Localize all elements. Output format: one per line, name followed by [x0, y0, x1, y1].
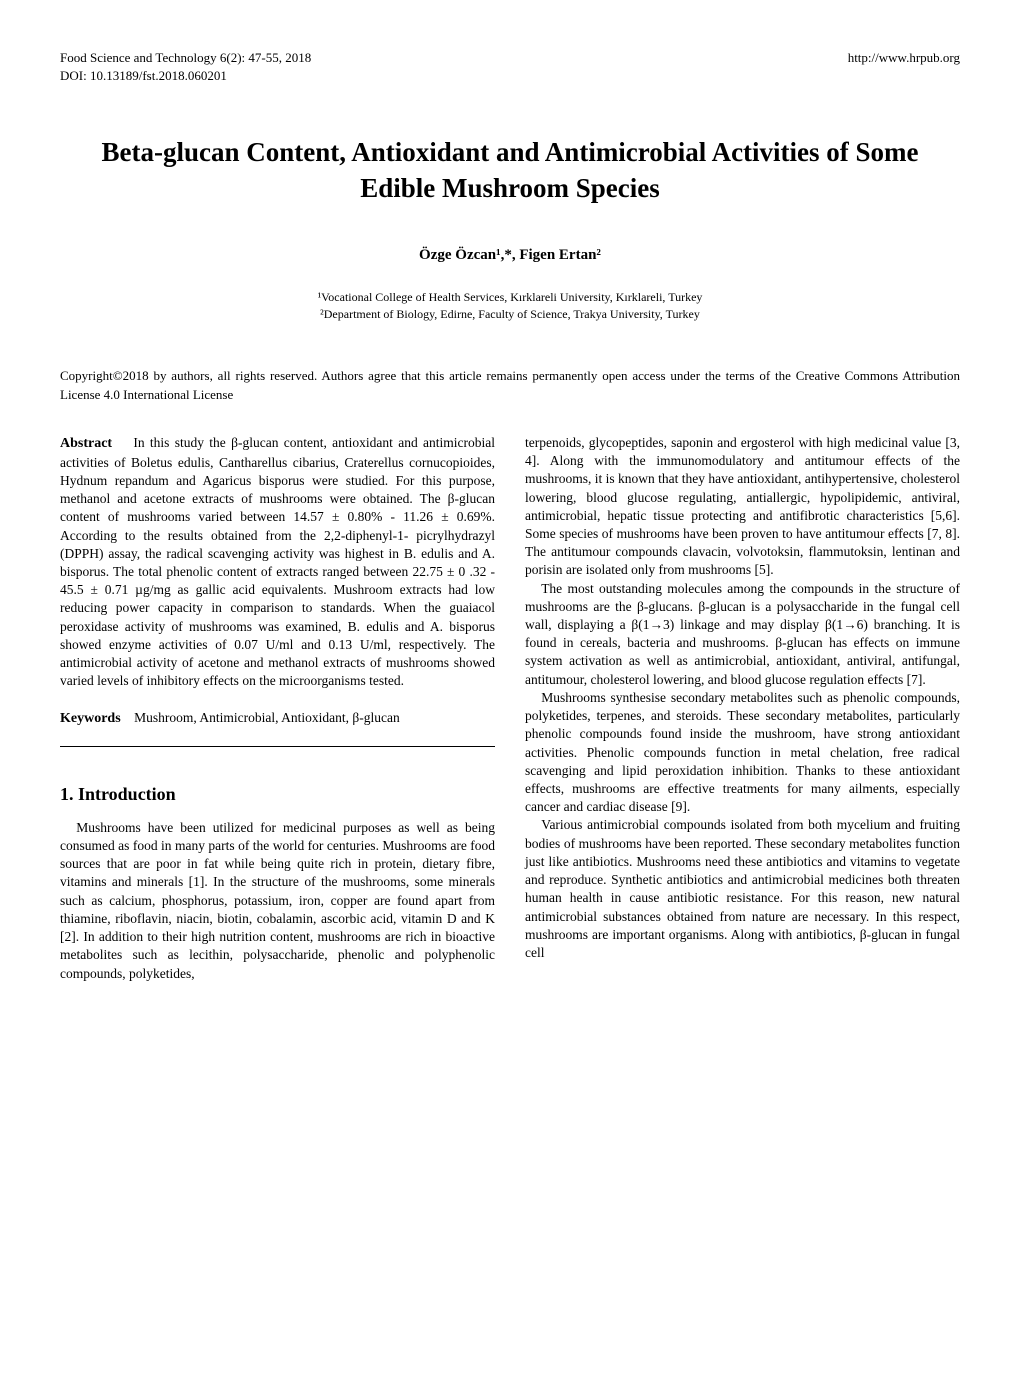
doi: DOI: 10.13189/fst.2018.060201: [60, 68, 960, 84]
left-column: Abstract In this study the β-glucan cont…: [60, 434, 495, 983]
journal-citation: Food Science and Technology 6(2): 47-55,…: [60, 50, 311, 66]
intro-paragraph-1: Mushrooms have been utilized for medicin…: [60, 819, 495, 983]
section-divider: [60, 746, 495, 747]
publisher-url: http://www.hrpub.org: [848, 50, 960, 66]
abstract-text: In this study the β-glucan content, anti…: [60, 435, 495, 689]
keywords-label: Keywords: [60, 711, 121, 726]
abstract-block: Abstract In this study the β-glucan cont…: [60, 434, 495, 691]
keywords-text: Mushroom, Antimicrobial, Antioxidant, β-…: [134, 710, 400, 725]
col2-paragraph-4: Various antimicrobial compounds isolated…: [525, 816, 960, 962]
abstract-label: Abstract: [60, 436, 112, 451]
right-column: terpenoids, glycopeptides, saponin and e…: [525, 434, 960, 983]
col2-paragraph-2: The most outstanding molecules among the…: [525, 580, 960, 689]
authors: Özge Özcan¹,*, Figen Ertan²: [60, 247, 960, 264]
introduction-heading: 1. Introduction: [60, 782, 495, 806]
copyright-notice: Copyright©2018 by authors, all rights re…: [60, 367, 960, 403]
affiliation-2: ²Department of Biology, Edirne, Faculty …: [60, 306, 960, 323]
col2-paragraph-3: Mushrooms synthesise secondary metabolit…: [525, 689, 960, 817]
affiliations: ¹Vocational College of Health Services, …: [60, 289, 960, 323]
col2-paragraph-1: terpenoids, glycopeptides, saponin and e…: [525, 434, 960, 580]
affiliation-1: ¹Vocational College of Health Services, …: [60, 289, 960, 306]
keywords-block: Keywords Mushroom, Antimicrobial, Antiox…: [60, 709, 495, 729]
paper-title: Beta-glucan Content, Antioxidant and Ant…: [60, 134, 960, 207]
